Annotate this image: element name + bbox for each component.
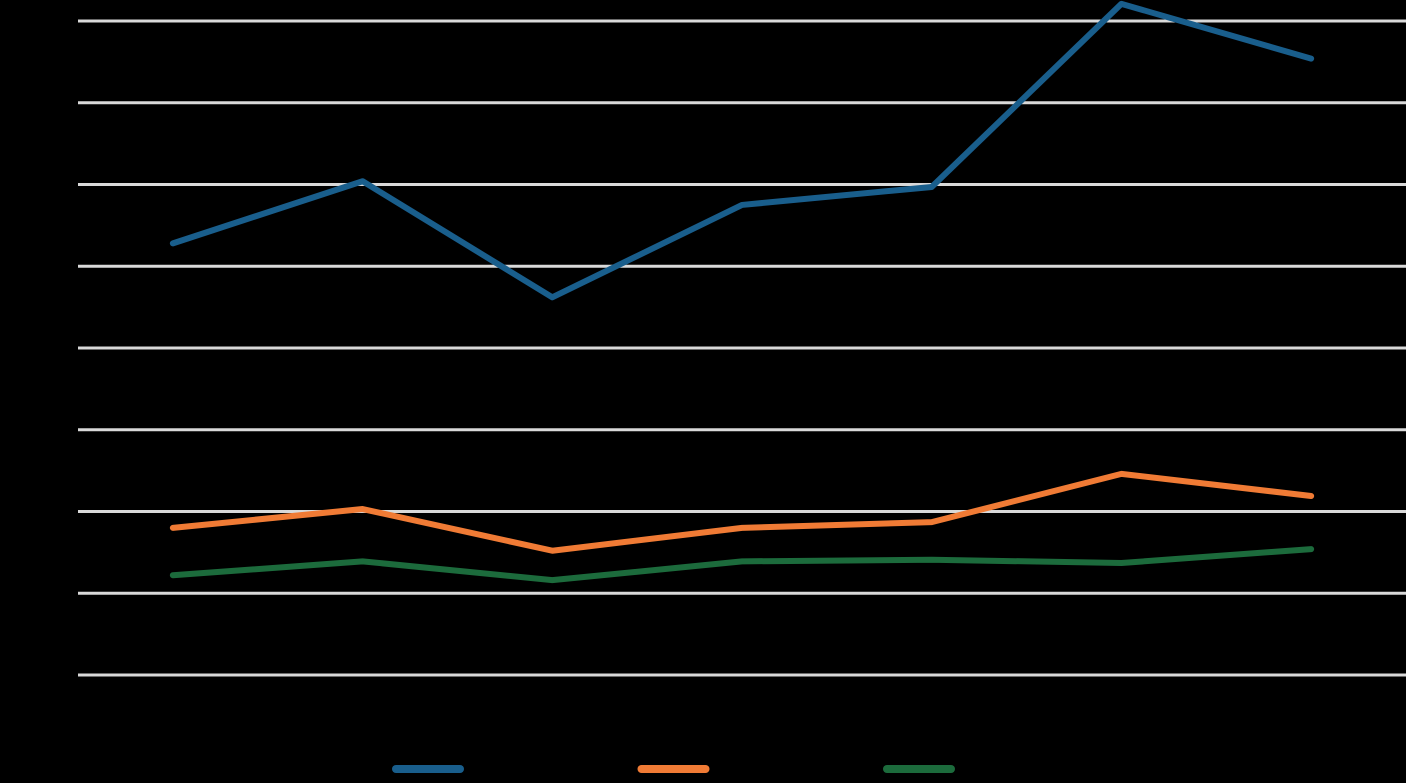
series-line (169, 546, 1315, 584)
series-line (169, 470, 1315, 554)
series-line (169, 0, 1315, 301)
